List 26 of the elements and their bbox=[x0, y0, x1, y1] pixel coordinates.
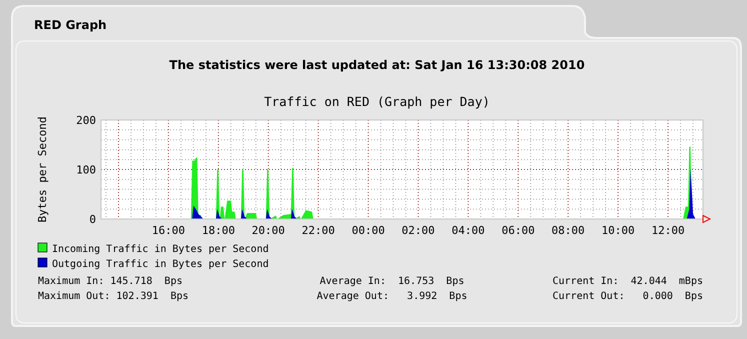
y-tick-label: 100 bbox=[76, 164, 96, 176]
x-tick-label: 18:00 bbox=[202, 224, 235, 237]
x-tick-label: 08:00 bbox=[552, 224, 585, 237]
chart-subtitle: The statistics were last updated at: Sat Jan 16 13:30:08 2010 bbox=[169, 58, 585, 72]
x-tick-label: 22:00 bbox=[302, 224, 335, 237]
x-tick-label: 06:00 bbox=[502, 224, 535, 237]
x-tick-label: 04:00 bbox=[452, 224, 485, 237]
x-tick-label: 12:00 bbox=[651, 224, 685, 237]
text: Maximum In: 145.718 Bps bbox=[38, 276, 182, 287]
legend-label: Outgoing Traffic in Bytes per Second bbox=[52, 259, 269, 270]
x-tick-label: 02:00 bbox=[402, 224, 435, 237]
text: Current Out: 0.000 Bps bbox=[552, 291, 703, 302]
y-tick-label: 0 bbox=[89, 213, 96, 226]
x-tick-label: 20:00 bbox=[252, 224, 285, 237]
legend-label: Incoming Traffic in Bytes per Second bbox=[52, 244, 269, 255]
y-axis-title: Bytes per Second bbox=[36, 116, 49, 222]
y-tick-label: 200 bbox=[76, 114, 96, 127]
text: Average Out: 3.992 Bps bbox=[316, 291, 468, 302]
text: Average In: 16.753 Bps bbox=[320, 276, 464, 287]
chart-title: Traffic on RED (Graph per Day) bbox=[264, 94, 490, 109]
text: RED Graph bbox=[34, 18, 107, 32]
x-tick-label: 16:00 bbox=[152, 224, 186, 237]
text: Current In: 42.044 mBps bbox=[552, 276, 703, 287]
x-tick-label: 10:00 bbox=[602, 224, 635, 237]
x-tick-label: 00:00 bbox=[352, 224, 385, 237]
text: Maximum Out: 102.391 Bps bbox=[38, 291, 189, 302]
